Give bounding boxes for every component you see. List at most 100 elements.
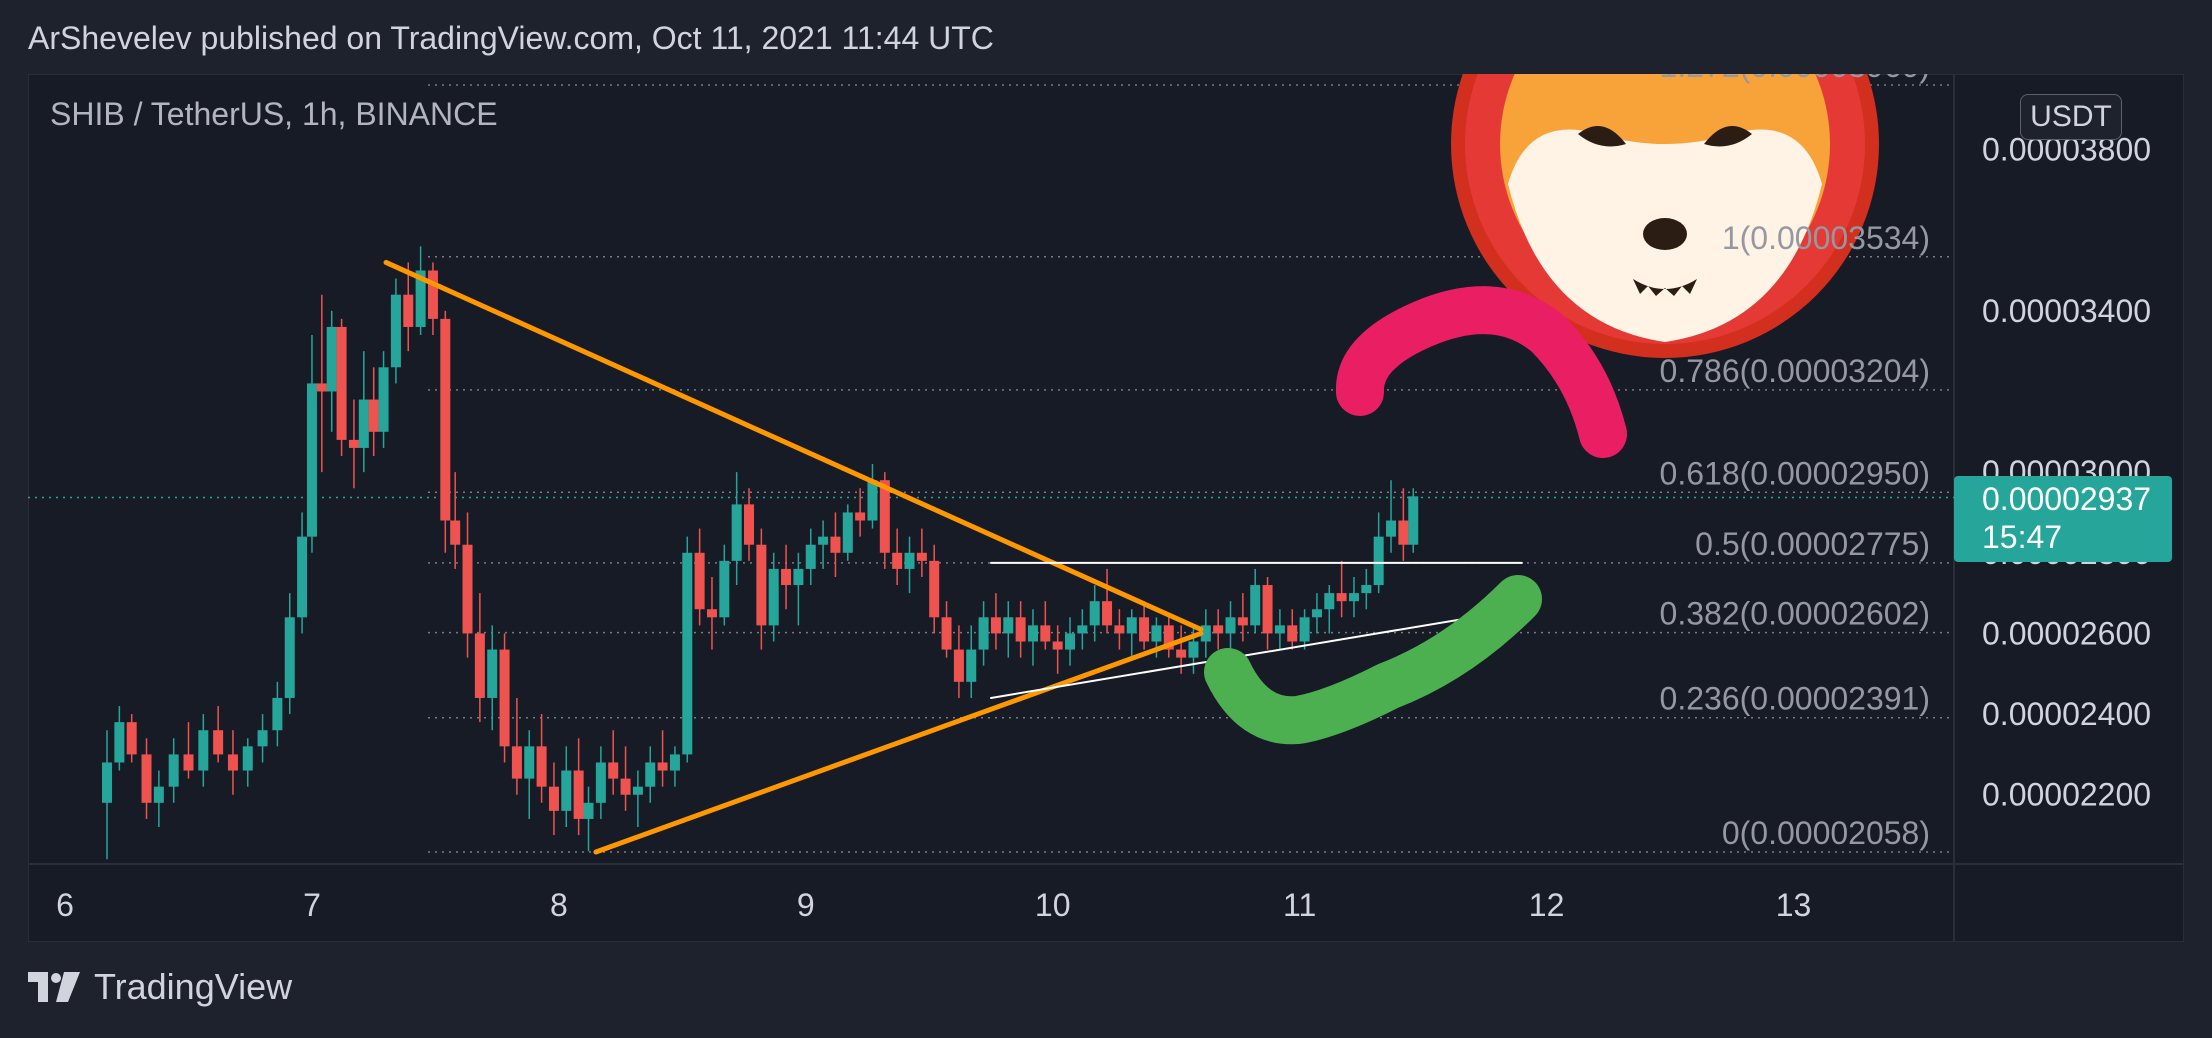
candle-body <box>1336 593 1347 602</box>
candle-body <box>348 439 359 448</box>
candle-body <box>1114 625 1125 634</box>
candle-body <box>306 383 317 537</box>
candle-body <box>682 552 693 755</box>
candle-body <box>793 568 804 586</box>
candle-body <box>583 802 594 819</box>
candle-body <box>941 617 952 650</box>
candle-body <box>1386 520 1397 537</box>
trendlines <box>383 259 1523 855</box>
candle-body <box>1408 496 1419 545</box>
candle-body <box>1250 585 1261 626</box>
candle-body <box>548 786 559 811</box>
candle-body <box>1015 617 1026 642</box>
candle-body <box>198 730 209 771</box>
candle-body <box>1299 617 1310 642</box>
candle-body <box>1065 633 1076 650</box>
current-price-value: 0.00002937 <box>1982 481 2152 517</box>
price-chart[interactable]: 1.272(0.00003960) 1(0.00003534) 0.786(0.00… <box>28 74 2184 942</box>
fib-label: 0.236(0.00002391) <box>1660 681 1930 717</box>
candle-body <box>904 552 915 569</box>
price-scale: 0.000022000.000024000.000026000.00002800… <box>1982 132 2151 813</box>
y-tick-label: 0.00003400 <box>1982 293 2151 329</box>
candle-body <box>1262 585 1273 634</box>
candle-body <box>358 399 369 448</box>
candle-body <box>126 722 137 755</box>
candle-body <box>1373 536 1384 586</box>
candle-body <box>694 552 705 610</box>
candle-body <box>427 270 438 319</box>
currency-unit-button[interactable]: USDT <box>2020 94 2122 140</box>
candle-body <box>499 649 510 747</box>
candle-body <box>378 367 389 432</box>
candle-body <box>1274 625 1285 634</box>
candle-body <box>1003 617 1014 634</box>
candle-body <box>336 326 347 440</box>
shiba-logo <box>1451 74 1879 358</box>
fib-labels: 1.272(0.00003960) 1(0.00003534) 0.786(0.00… <box>1660 74 1930 851</box>
candle-body <box>620 778 631 795</box>
candle-body <box>536 746 547 787</box>
candle-body <box>744 504 755 545</box>
candle-body <box>284 617 295 698</box>
candle-body <box>1102 601 1113 626</box>
candle-body <box>213 730 224 755</box>
candle-body <box>1040 625 1051 642</box>
x-tick-label: 12 <box>1529 887 1565 923</box>
candle-body <box>114 722 125 763</box>
candle-body <box>1348 593 1359 602</box>
x-tick-label: 9 <box>797 887 815 923</box>
candle-body <box>1213 625 1224 634</box>
x-tick-label: 7 <box>303 887 321 923</box>
candle-body <box>805 544 816 569</box>
plot-area[interactable]: 1.272(0.00003960) 1(0.00003534) 0.786(0.00… <box>28 74 1954 860</box>
tradingview-brand[interactable]: TradingView <box>28 966 292 1008</box>
fib-label: 0.786(0.00003204) <box>1660 353 1930 389</box>
candle-body <box>966 649 977 682</box>
fib-label: 1(0.00003534) <box>1722 220 1930 256</box>
candle-body <box>511 746 522 779</box>
time-scale: 6 7 8 9 10 11 12 13 <box>56 887 1811 923</box>
candle-body <box>916 552 927 561</box>
candle-body <box>1188 641 1199 658</box>
candle-body <box>573 770 584 819</box>
fib-label: 0.382(0.00002602) <box>1660 596 1930 632</box>
y-tick-label: 0.00002400 <box>1982 696 2151 732</box>
fib-label: 1.272(0.00003960) <box>1660 74 1930 84</box>
candle-body <box>168 754 179 787</box>
candle-body <box>867 480 878 521</box>
x-tick-label: 8 <box>550 887 568 923</box>
candle-body <box>153 786 164 803</box>
red-bearish-arc <box>1336 286 1627 458</box>
x-tick-label: 11 <box>1283 887 1316 923</box>
candle-body <box>842 512 853 553</box>
candle-body <box>818 536 829 545</box>
fib-label: 0.618(0.00002950) <box>1660 455 1930 491</box>
candle-body <box>608 762 619 779</box>
candle-body <box>1027 625 1038 642</box>
candle-body <box>1089 601 1100 626</box>
hand-drawn-annotations <box>1204 286 1627 745</box>
candle-body <box>781 568 792 586</box>
candle-body <box>1225 617 1236 634</box>
candle-body <box>474 633 485 698</box>
candle-body <box>855 512 866 521</box>
candle-body <box>227 754 238 771</box>
current-price-badge: 0.00002937 15:47 <box>1954 476 2172 562</box>
candle-body <box>102 762 113 803</box>
candle-body <box>403 294 414 327</box>
candle-body <box>1324 593 1335 610</box>
green-bullish-arc <box>1204 575 1542 745</box>
fib-label: 0.5(0.00002775) <box>1695 526 1930 562</box>
candle-body <box>390 294 401 368</box>
candle-body <box>645 762 656 787</box>
candle-body <box>1163 625 1174 650</box>
candle-body <box>524 746 535 779</box>
candle-body <box>326 326 337 392</box>
candle-body <box>669 754 680 771</box>
candles <box>102 246 1419 860</box>
bar-countdown: 15:47 <box>1982 519 2063 555</box>
candle-body <box>1139 617 1150 642</box>
tradingview-logo-icon <box>28 972 80 1002</box>
candle-body <box>1176 649 1187 658</box>
symbol-title[interactable]: SHIB / TetherUS, 1h, BINANCE <box>50 96 498 132</box>
